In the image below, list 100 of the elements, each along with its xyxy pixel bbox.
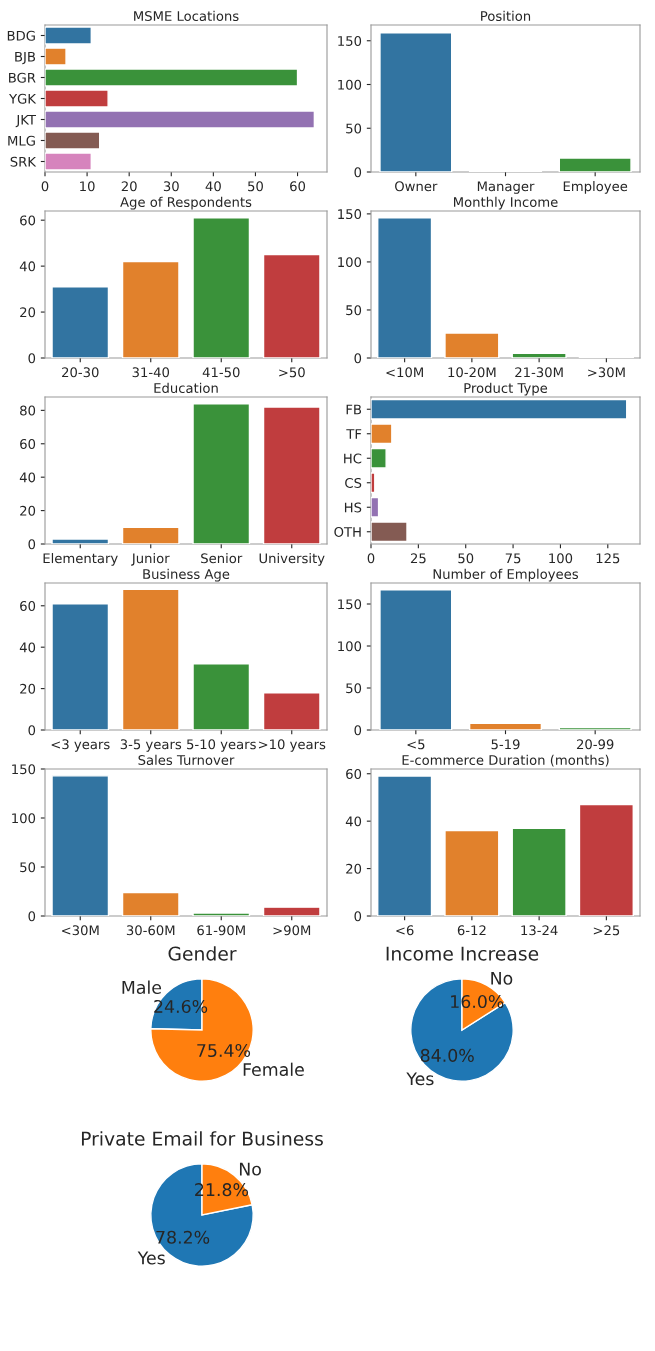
y-tick-label: 150 — [338, 599, 362, 610]
x-tick-label: Employee — [563, 181, 628, 194]
y-tick-label: 50 — [346, 683, 362, 694]
bar — [379, 589, 453, 730]
x-tick-label: <5 — [407, 739, 425, 750]
y-tick-label: 40 — [19, 642, 36, 653]
chart-title: Business Age — [143, 568, 230, 582]
y-tick-label: MLG — [8, 135, 35, 146]
slice-label: No — [239, 1162, 261, 1176]
bar — [45, 68, 299, 87]
y-tick-label: 60 — [346, 768, 362, 779]
bar — [511, 352, 567, 358]
y-tick-label: 150 — [12, 764, 36, 775]
y-tick-label: 0 — [28, 725, 36, 736]
y-tick-label: 150 — [338, 209, 362, 220]
y-tick-label: 100 — [12, 813, 36, 824]
bar — [377, 217, 433, 358]
y-tick-label: 50 — [346, 123, 362, 134]
bar — [51, 286, 110, 358]
chart-title: Monthly Income — [454, 196, 558, 210]
x-tick-label: 20 — [121, 181, 137, 192]
x-tick-label: 50 — [248, 181, 263, 192]
x-tick-label: 75 — [505, 553, 521, 564]
x-tick-label: 100 — [549, 553, 573, 564]
bar — [578, 803, 634, 916]
x-tick-label: <10M — [386, 367, 423, 378]
y-tick-label: 40 — [345, 816, 362, 827]
y-tick-label: CS — [345, 477, 362, 488]
bar — [262, 906, 321, 916]
slice-label: Male — [122, 980, 162, 994]
x-tick-label: >30M — [588, 367, 625, 378]
bar — [121, 526, 180, 544]
bar — [45, 110, 316, 129]
x-tick-label: 5-10 years — [187, 739, 256, 752]
y-tick-label: FB — [346, 404, 362, 415]
y-tick-label: 60 — [20, 215, 36, 226]
chart-title: Education — [154, 382, 218, 394]
y-tick-label: 0 — [28, 911, 36, 922]
chart-title: Product Type — [464, 382, 548, 396]
x-tick-label: 30 — [163, 181, 179, 192]
x-tick-label: 0 — [367, 553, 375, 564]
x-tick-label: >90M — [273, 925, 311, 936]
x-tick-label: 25 — [410, 553, 426, 564]
chart-title: Position — [481, 10, 531, 22]
x-tick-label: 0 — [41, 181, 49, 192]
y-tick-label: HC — [344, 453, 362, 464]
bar — [262, 253, 321, 358]
y-tick-label: 60 — [20, 600, 36, 611]
slice-label: Female — [243, 1062, 304, 1077]
y-tick-label: HS — [344, 502, 362, 513]
x-tick-label: Manager — [477, 181, 535, 194]
x-tick-label: 41-50 — [202, 367, 240, 378]
y-tick-label: 0 — [28, 539, 36, 550]
x-tick-label: Owner — [395, 181, 438, 192]
bar — [51, 538, 110, 544]
x-tick-label: 61-90M — [197, 925, 245, 936]
y-tick-label: BGR — [9, 72, 36, 83]
y-tick-label: 40 — [19, 472, 36, 483]
bar — [45, 152, 92, 171]
y-tick-label: 150 — [338, 35, 362, 46]
data-label: 78.2% — [156, 1230, 210, 1244]
bar — [192, 402, 251, 544]
chart-title: MSME Locations — [134, 10, 239, 22]
x-tick-label: 125 — [596, 553, 620, 564]
y-tick-label: 100 — [338, 79, 362, 90]
data-label: 84.0% — [420, 1048, 474, 1062]
bar — [45, 26, 92, 45]
y-tick-label: 0 — [354, 911, 362, 922]
bar — [371, 447, 387, 469]
y-tick-label: SRK — [10, 156, 37, 167]
x-tick-label: <6 — [396, 925, 414, 936]
x-tick-label: 50 — [458, 553, 474, 564]
x-tick-label: >50 — [279, 367, 305, 378]
x-tick-label: <30M — [62, 925, 99, 936]
chart-title: Gender — [168, 946, 237, 961]
chart-title: Private Email for Business — [81, 1131, 323, 1146]
y-tick-label: YGK — [9, 93, 37, 104]
x-tick-label: 20-30 — [62, 367, 99, 378]
y-tick-label: OTH — [334, 526, 361, 537]
y-tick-label: 20 — [20, 683, 36, 694]
y-tick-label: 50 — [20, 862, 36, 873]
y-tick-label: 100 — [338, 257, 362, 268]
y-tick-label: 0 — [354, 167, 362, 178]
x-tick-label: 10 — [80, 181, 95, 192]
chart-title: Age of Respondents — [120, 196, 252, 210]
x-tick-label: 31-40 — [132, 367, 170, 378]
chart-title: Number of Employees — [433, 568, 579, 582]
y-tick-label: TF — [346, 429, 362, 439]
x-tick-label: University — [259, 553, 325, 566]
y-tick-label: 100 — [338, 641, 362, 652]
x-tick-label: Senior — [201, 553, 243, 564]
slice-label: No — [491, 971, 513, 985]
bar — [371, 423, 393, 445]
y-tick-label: JKT — [15, 114, 37, 128]
bar — [558, 157, 632, 172]
chart-title: E-commerce Duration (months) — [402, 754, 609, 767]
x-tick-label: 10-20M — [448, 367, 496, 378]
bar — [379, 32, 453, 172]
slice-label: Yes — [406, 1072, 434, 1086]
y-tick-label: 40 — [19, 261, 36, 272]
